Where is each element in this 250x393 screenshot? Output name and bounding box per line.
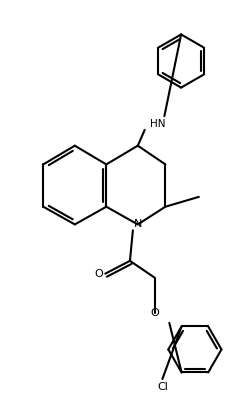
- Text: O: O: [94, 269, 103, 279]
- Text: Cl: Cl: [156, 382, 167, 392]
- Text: HN: HN: [149, 119, 164, 129]
- Text: O: O: [150, 308, 158, 318]
- Text: N: N: [133, 219, 141, 230]
